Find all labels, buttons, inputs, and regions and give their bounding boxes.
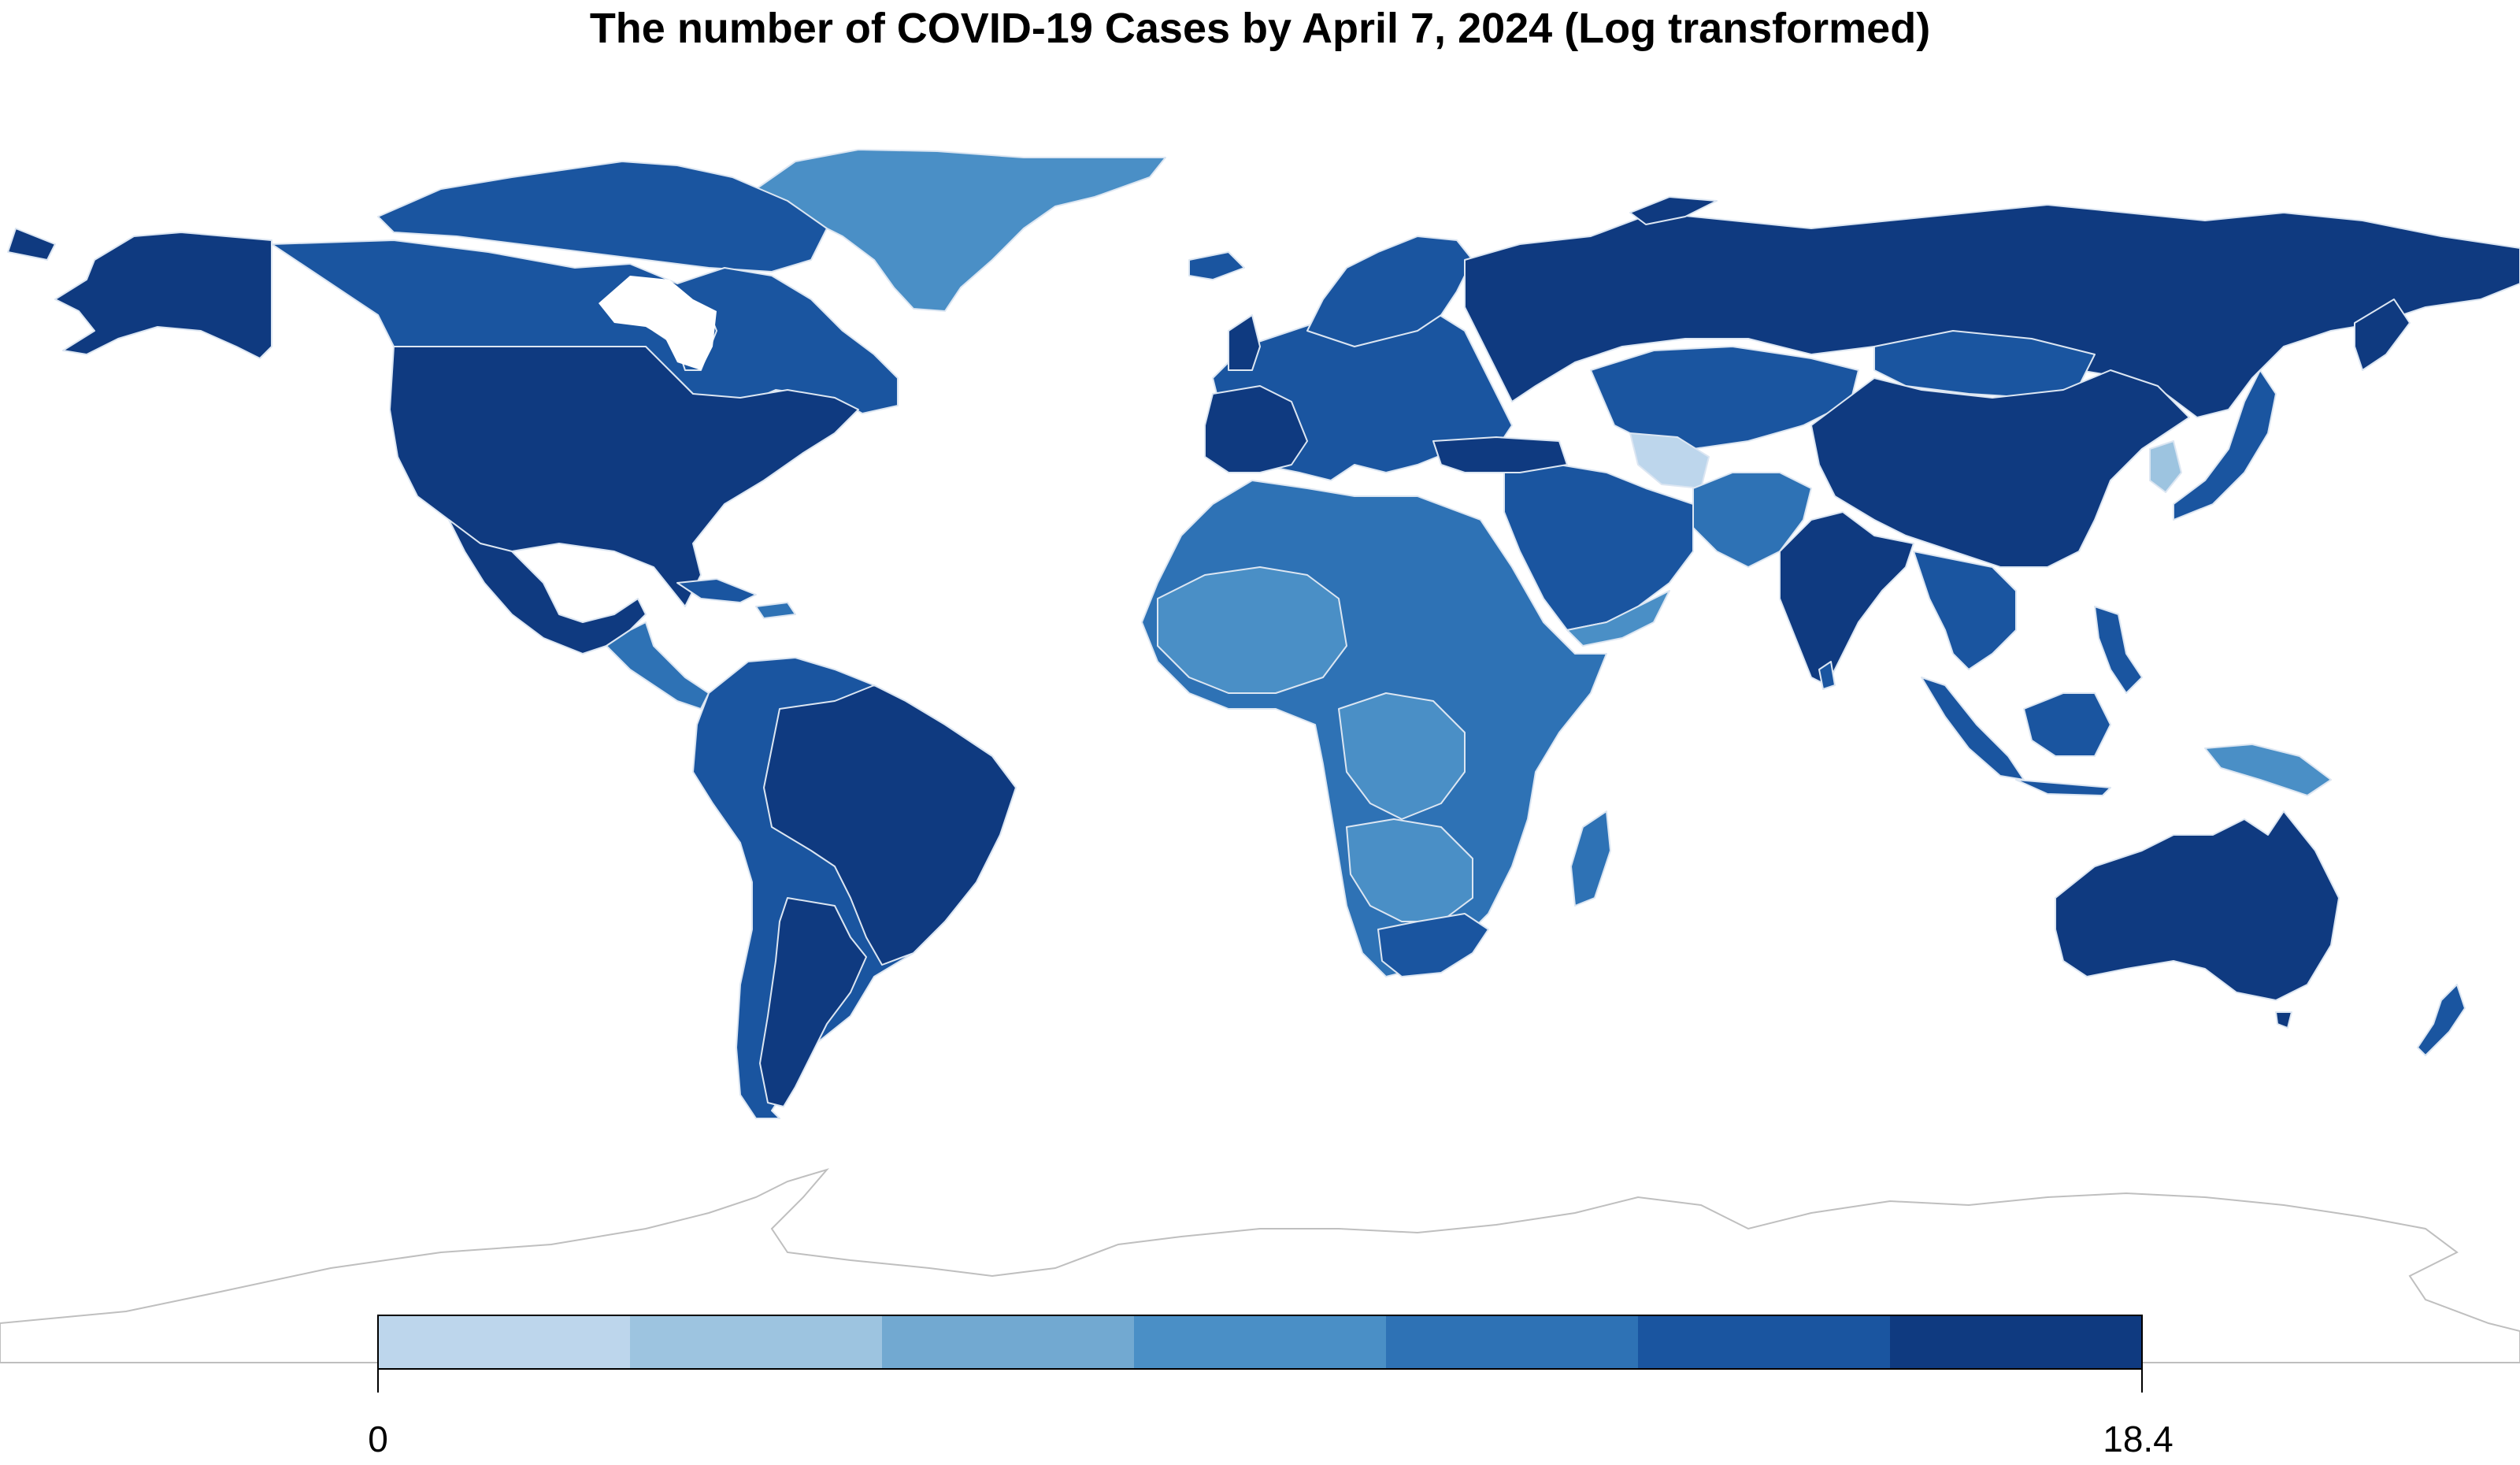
philippines bbox=[2094, 606, 2143, 694]
korea bbox=[2149, 440, 2182, 493]
middle-east bbox=[1503, 464, 1694, 631]
west-africa bbox=[1157, 566, 1347, 694]
legend-min-label: 0 bbox=[368, 1419, 388, 1459]
alaska-peninsula bbox=[7, 228, 56, 261]
russia bbox=[1464, 204, 2520, 418]
legend-max-label: 18.4 bbox=[2103, 1419, 2174, 1459]
legend-swatch bbox=[1890, 1315, 2142, 1369]
cuba bbox=[676, 578, 757, 603]
china bbox=[1810, 369, 2190, 568]
java bbox=[2015, 779, 2111, 796]
borneo bbox=[2023, 692, 2111, 757]
iran-pakistan bbox=[1692, 472, 1812, 568]
sumatra bbox=[1921, 677, 2025, 781]
greenland bbox=[755, 149, 1166, 312]
kamchatka bbox=[2354, 299, 2411, 371]
legend-swatch bbox=[1134, 1315, 1386, 1369]
tasmania bbox=[2275, 1011, 2292, 1029]
madagascar bbox=[1570, 810, 1611, 907]
mexico bbox=[448, 519, 647, 655]
novaya-zemlya bbox=[1629, 196, 1718, 225]
map-title: The number of COVID-19 Cases by April 7,… bbox=[589, 5, 1931, 52]
legend-swatch bbox=[630, 1315, 882, 1369]
arabia-south bbox=[1566, 590, 1670, 647]
legend-frame bbox=[377, 1315, 2143, 1370]
southeast-asia bbox=[1913, 551, 2017, 670]
turkey bbox=[1432, 436, 1568, 473]
legend-bar bbox=[377, 1315, 2143, 1393]
argentina bbox=[759, 897, 867, 1107]
new-guinea bbox=[2204, 744, 2332, 796]
antarctica-outline bbox=[0, 1168, 2520, 1363]
central-africa bbox=[1338, 692, 1466, 820]
united-kingdom bbox=[1228, 314, 1261, 371]
brazil bbox=[763, 684, 1017, 966]
central-america bbox=[606, 621, 710, 710]
hudson-bay bbox=[598, 276, 717, 370]
southern-africa bbox=[1346, 818, 1473, 922]
canada-arctic-islands bbox=[377, 161, 828, 273]
japan bbox=[2173, 369, 2277, 521]
legend-swatch bbox=[1638, 1315, 1890, 1369]
south-africa bbox=[1377, 913, 1489, 977]
legend-swatch bbox=[882, 1315, 1134, 1369]
india bbox=[1779, 511, 1914, 686]
legend-swatch bbox=[378, 1315, 630, 1369]
alaska bbox=[54, 232, 272, 359]
hispaniola bbox=[755, 602, 796, 619]
iceland bbox=[1188, 251, 1245, 280]
sri-lanka bbox=[1818, 661, 1836, 690]
legend-swatch bbox=[1386, 1315, 1638, 1369]
new-zealand bbox=[2417, 984, 2466, 1056]
australia bbox=[2055, 810, 2340, 1001]
western-europe bbox=[1204, 385, 1308, 473]
